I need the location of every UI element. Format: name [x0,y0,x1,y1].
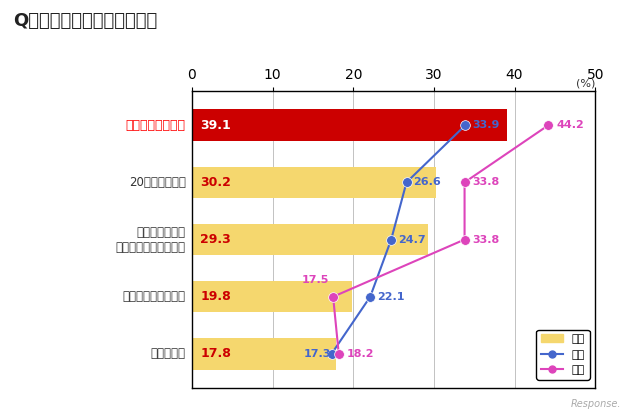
Text: 24.7: 24.7 [397,235,425,244]
Text: 18.2: 18.2 [347,349,374,359]
Text: 26.6: 26.6 [413,177,441,188]
Text: (%): (%) [576,78,595,88]
Text: 就職先が決まったら: 就職先が決まったら [123,290,186,303]
Text: 39.1: 39.1 [200,119,231,132]
Text: 結婚したら: 結婚したら [150,347,186,361]
Bar [192,281,351,313]
Text: 社会人になったら: 社会人になったら [125,119,186,132]
Text: 33.8: 33.8 [472,235,500,244]
Text: Q「大人」だと思うステップ: Q「大人」だと思うステップ [13,12,157,31]
Text: 44.2: 44.2 [557,120,584,130]
Bar [192,338,335,370]
Text: 22.1: 22.1 [377,292,404,302]
Text: 29.3: 29.3 [200,233,231,246]
Text: 30.2: 30.2 [200,176,231,189]
Text: 33.8: 33.8 [472,177,500,188]
Text: 仕事が一人前に
できるようになったら: 仕事が一人前に できるようになったら [116,225,186,254]
Bar [192,166,436,198]
Text: 20歳になったら: 20歳になったら [129,176,186,189]
Text: 17.3: 17.3 [304,349,332,359]
Text: 17.5: 17.5 [301,275,329,285]
Text: Response.: Response. [570,399,621,409]
Bar [192,224,428,255]
Text: 17.8: 17.8 [200,347,231,361]
Text: 19.8: 19.8 [200,290,231,303]
Legend: 全体, 男性, 女性: 全体, 男性, 女性 [536,330,589,380]
Bar [192,109,508,141]
Text: 33.9: 33.9 [472,120,499,130]
